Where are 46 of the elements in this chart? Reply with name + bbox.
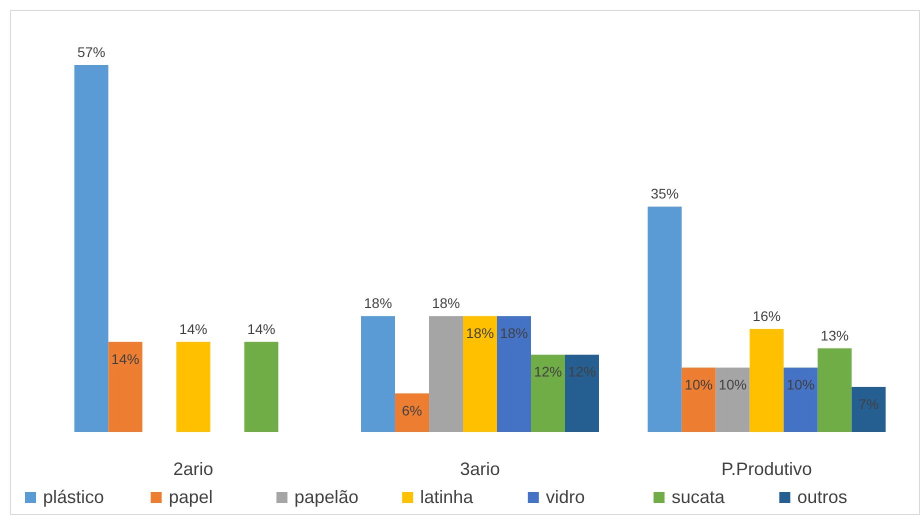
data-label: 18%	[466, 325, 494, 342]
data-label: 14%	[111, 350, 140, 367]
bar	[395, 393, 430, 432]
legend-label: plástico	[43, 487, 104, 507]
legend-label: papelão	[294, 487, 359, 507]
legend-label: sucata	[672, 487, 726, 507]
bar	[429, 316, 464, 432]
data-label: 35%	[650, 186, 679, 202]
x-tick-label: 2ario	[173, 459, 214, 479]
bar	[784, 368, 818, 432]
x-tick-label: 3ario	[460, 459, 500, 479]
bar	[818, 348, 852, 432]
legend-label: vidro	[546, 487, 585, 507]
bar	[682, 368, 716, 432]
bar	[108, 342, 142, 432]
legend-label: papel	[168, 487, 213, 507]
data-label: 10%	[786, 376, 815, 393]
bar	[564, 354, 599, 432]
data-label: 57%	[77, 44, 106, 60]
bar	[852, 386, 886, 432]
data-label: 10%	[684, 376, 713, 393]
data-label: 13%	[820, 327, 849, 344]
data-label: 10%	[718, 376, 747, 393]
data-label: 7%	[858, 396, 879, 412]
bar	[648, 206, 682, 432]
bar	[530, 354, 565, 432]
data-label: 12%	[568, 364, 596, 380]
data-label: 18%	[364, 295, 392, 312]
data-label: 14%	[179, 320, 208, 337]
legend-label: latinha	[420, 487, 474, 507]
bar	[496, 316, 531, 432]
legend-label: outros	[797, 487, 848, 507]
bar	[176, 342, 210, 432]
data-label: 16%	[752, 308, 781, 324]
data-label: 14%	[247, 320, 276, 337]
data-label: 12%	[534, 364, 562, 380]
data-label: 6%	[402, 402, 422, 418]
data-label: 18%	[432, 295, 460, 312]
data-label: 18%	[500, 325, 528, 342]
bar	[463, 316, 497, 432]
bar	[716, 368, 750, 432]
bar	[361, 316, 396, 432]
x-tick-label: P.Produtivo	[721, 459, 812, 479]
bar	[750, 328, 784, 432]
bar	[244, 342, 278, 432]
bar	[74, 65, 108, 432]
